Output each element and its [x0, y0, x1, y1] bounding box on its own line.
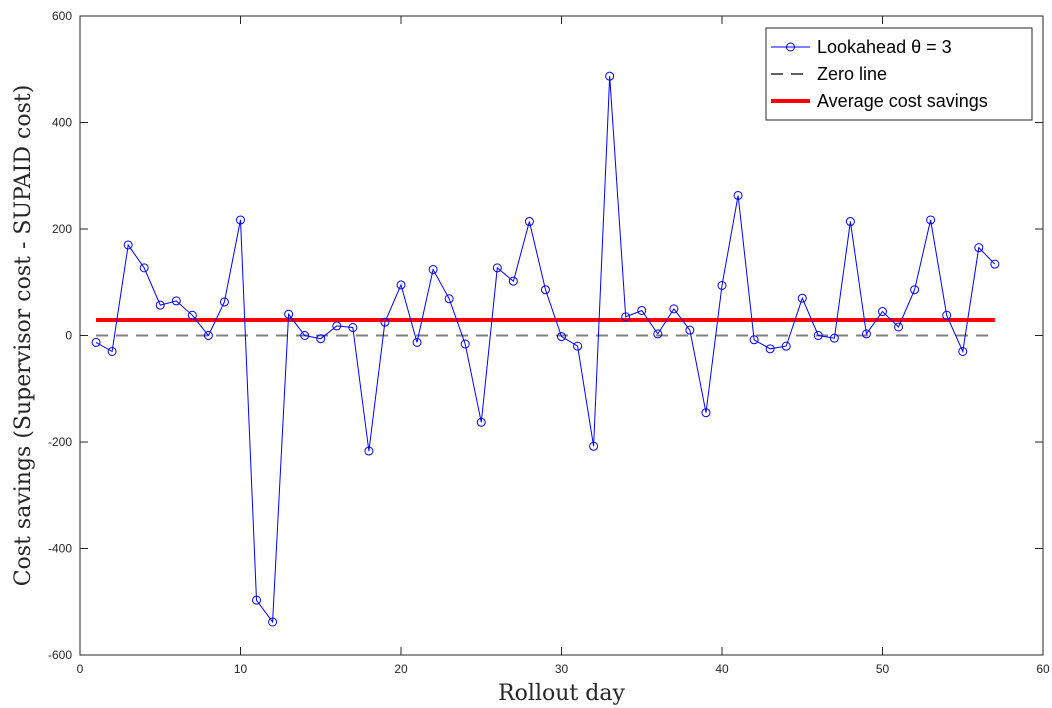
lookahead-point	[123, 240, 133, 250]
lookahead-point	[894, 322, 904, 332]
lookahead-series-line	[95, 76, 996, 624]
lookahead-point	[717, 280, 727, 290]
lookahead-point	[428, 264, 438, 274]
lookahead-point	[781, 341, 791, 351]
lookahead-point	[637, 305, 647, 315]
y-tick-label: 600	[52, 9, 72, 23]
lookahead-point	[990, 259, 1000, 269]
lookahead-point	[540, 285, 550, 295]
lookahead-point	[589, 441, 599, 451]
lookahead-point	[942, 310, 952, 320]
lookahead-point	[380, 317, 390, 327]
y-tick-label: 200	[52, 222, 72, 236]
lookahead-point	[669, 304, 679, 314]
lookahead-point	[444, 294, 454, 304]
legend-entry-lookahead: Lookahead θ = 3	[817, 37, 952, 57]
lookahead-point	[765, 344, 775, 354]
legend: Lookahead θ = 3 Zero line Average cost s…	[765, 27, 1033, 121]
y-tick-label: 400	[52, 116, 72, 130]
legend-marker-lookahead	[786, 42, 795, 52]
lookahead-point	[476, 417, 486, 427]
lookahead-point	[621, 312, 631, 322]
lookahead-point	[845, 217, 855, 227]
lookahead-point	[396, 280, 406, 290]
y-tick-label: 0	[65, 329, 72, 343]
lookahead-point	[107, 346, 117, 356]
lookahead-point	[364, 446, 374, 456]
x-tick-label: 50	[876, 662, 890, 676]
x-tick-label: 10	[234, 662, 248, 676]
lookahead-point	[284, 309, 294, 319]
lookahead-point	[573, 341, 583, 351]
lookahead-point	[155, 300, 165, 310]
lookahead-point	[139, 263, 149, 273]
lookahead-point	[219, 297, 229, 307]
legend-box	[765, 27, 1033, 121]
lookahead-point	[252, 595, 262, 605]
lookahead-point	[653, 329, 663, 339]
lookahead-point	[171, 296, 181, 306]
lookahead-point	[813, 331, 823, 340]
x-tick-label: 30	[555, 662, 569, 676]
y-tick-label: -200	[48, 435, 72, 449]
lookahead-point	[926, 215, 936, 225]
lookahead-point	[701, 408, 711, 418]
lookahead-point	[492, 263, 502, 273]
x-tick-label: 60	[1036, 662, 1050, 676]
y-axis-label: Cost savings (Supervisor cost - SUPAID c…	[11, 85, 36, 587]
lookahead-point	[605, 71, 615, 81]
lookahead-point	[268, 617, 278, 627]
lookahead-point	[910, 285, 920, 295]
y-tick-label: -600	[48, 648, 72, 662]
lookahead-point	[460, 339, 470, 349]
legend-entry-zero-line: Zero line	[817, 64, 887, 84]
lookahead-point	[557, 332, 566, 342]
lookahead-point	[749, 335, 759, 345]
lookahead-point	[236, 215, 245, 225]
lookahead-point	[974, 243, 984, 253]
x-tick-label: 40	[715, 662, 729, 676]
lookahead-point	[412, 337, 422, 347]
lookahead-point	[300, 331, 310, 340]
x-tick-label: 20	[394, 662, 408, 676]
plot-area: 0 10 20 30 40 50 60 -600 -400 -200 0 200 400 600	[48, 9, 1050, 676]
lookahead-point	[203, 331, 213, 340]
lookahead-point	[861, 329, 871, 339]
lookahead-point	[187, 310, 197, 320]
lookahead-point	[685, 325, 695, 335]
lookahead-point	[316, 334, 326, 344]
lookahead-point	[91, 337, 101, 347]
lookahead-point	[348, 323, 358, 333]
x-axis-label: Rollout day	[498, 681, 625, 706]
lookahead-point	[829, 333, 839, 343]
lookahead-point	[733, 190, 743, 200]
lookahead-point	[878, 307, 887, 317]
lookahead-point	[508, 276, 518, 286]
lookahead-point	[958, 346, 968, 356]
lookahead-point	[524, 217, 534, 227]
lookahead-point	[332, 321, 342, 331]
legend-entry-average: Average cost savings	[817, 91, 988, 111]
y-tick-label: -400	[48, 542, 72, 556]
x-tick-label: 0	[77, 662, 84, 676]
lookahead-point	[797, 293, 807, 303]
